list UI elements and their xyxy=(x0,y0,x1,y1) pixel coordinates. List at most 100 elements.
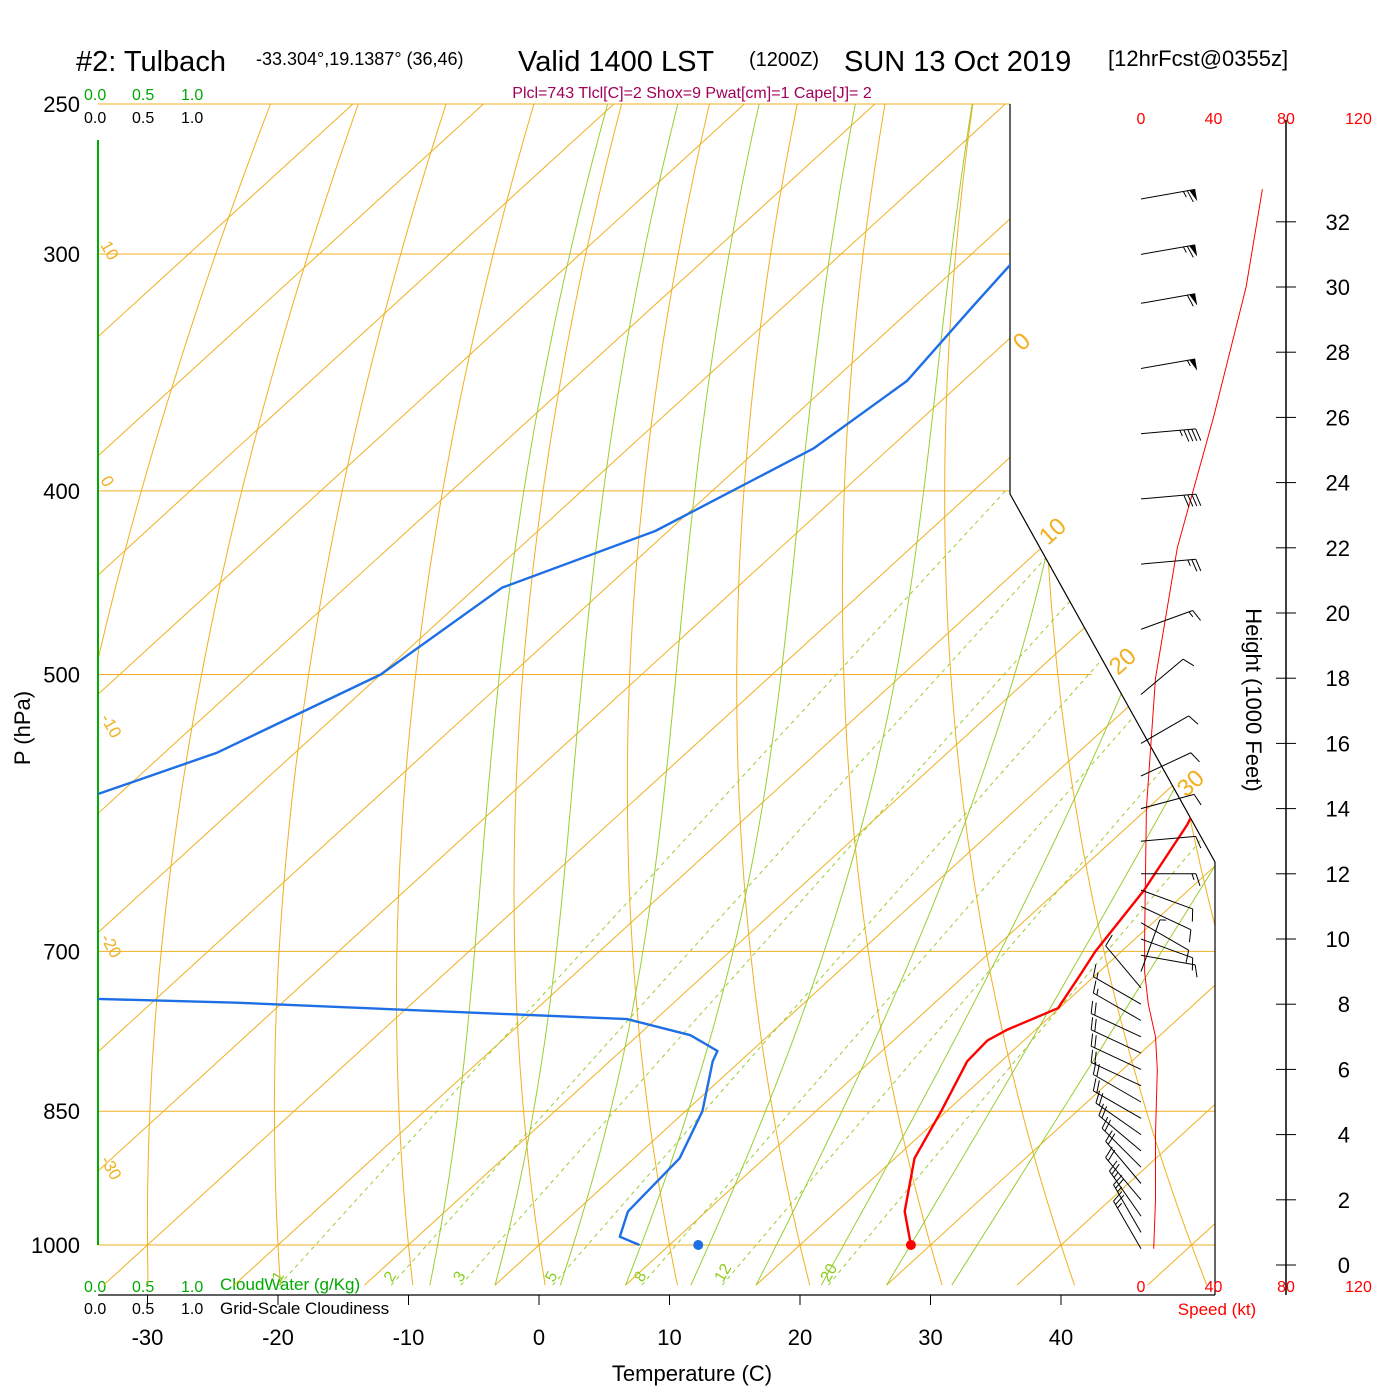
isobar-lines xyxy=(98,103,1215,1246)
wind-barb-flag xyxy=(1115,1194,1125,1205)
wind-barb-flag xyxy=(1194,964,1198,978)
mixing-ratio-line xyxy=(641,490,1215,1286)
chart-title-station: #2: Tulbach xyxy=(76,46,226,78)
stability-indices: Plcl=743 Tlcl[C]=2 Shox=9 Pwat[cm]=1 Cap… xyxy=(512,85,872,102)
dry-adiabat-line xyxy=(841,104,943,1286)
wind-barb xyxy=(1140,905,1192,943)
wind-barb-flag xyxy=(1113,1191,1123,1202)
wind-barb-staff xyxy=(1140,558,1196,565)
cloudiness-scale-0-top: 0.0 xyxy=(84,110,106,127)
wind-barb-staff xyxy=(1140,938,1193,959)
wind-speed-line xyxy=(1144,189,1263,1249)
cloudwater-scale-0-bottom: 0.0 xyxy=(84,1279,106,1296)
wind-barb-staff xyxy=(1093,976,1142,1005)
wind-barb xyxy=(1101,1116,1142,1168)
speed-tick-label-bottom: 120 xyxy=(1345,1279,1372,1296)
cloudwater-scale-1-top: 1.0 xyxy=(181,87,203,104)
wind-barb-half-flag xyxy=(1186,360,1191,367)
temperature-tick-label: 40 xyxy=(1049,1325,1073,1350)
wind-barb xyxy=(1095,1090,1142,1136)
isotherm-line xyxy=(98,104,1137,1286)
wind-barb-staff xyxy=(1105,1141,1142,1184)
wind-barb xyxy=(1141,873,1201,886)
height-tick-label: 18 xyxy=(1326,666,1350,691)
wind-barb-staff xyxy=(1093,992,1142,1021)
height-tick-label: 20 xyxy=(1326,601,1350,626)
wind-barb-half-flag xyxy=(1187,559,1191,567)
mixing-ratio-line xyxy=(721,490,1215,1286)
temperature-tick-label: -20 xyxy=(262,1325,294,1350)
cloudiness-scale-05-top: 0.5 xyxy=(132,110,154,127)
mixing-ratio-line xyxy=(390,490,1108,1286)
speed-tick-label-top: 40 xyxy=(1205,111,1223,128)
isotherm-line xyxy=(886,104,1215,1286)
height-tick-label: 8 xyxy=(1338,992,1350,1017)
wind-barb xyxy=(1098,1103,1142,1152)
isotherm-line xyxy=(103,104,1215,1286)
temperature-tick-label: 20 xyxy=(788,1325,812,1350)
wind-barb-flag xyxy=(1193,794,1202,806)
wind-barb-flag xyxy=(1092,1078,1097,1091)
cloudiness-scale-0-bottom: 0.0 xyxy=(84,1301,106,1318)
temperature-tick-label: 0 xyxy=(533,1325,545,1350)
wind-barb-flag xyxy=(1186,246,1194,258)
cloudwater-label: CloudWater (g/Kg) xyxy=(220,1275,360,1294)
wind-barb-staff xyxy=(1140,493,1196,500)
dry-adiabat-line xyxy=(146,104,371,1286)
temperature-tick-label: 10 xyxy=(657,1325,681,1350)
wind-barb xyxy=(1105,1130,1142,1184)
temperature-tick-label: 30 xyxy=(918,1325,942,1350)
wind-barb xyxy=(1113,1174,1142,1233)
wind-barb xyxy=(1140,954,1198,978)
wind-barb-staff xyxy=(1090,1062,1142,1087)
wind-barb xyxy=(1109,1160,1142,1217)
wind-barb-flag xyxy=(1186,294,1194,307)
pressure-tick-labels: 1000 850 700 500 400 300 250 xyxy=(31,92,80,1258)
moist-adiabat-line xyxy=(951,104,1215,1286)
height-tick-label: 14 xyxy=(1326,797,1350,822)
wind-barb-flag xyxy=(1094,1035,1097,1048)
isotherm-label-left: -10 xyxy=(97,711,126,742)
mixing-ratio-label: 2 xyxy=(381,1269,400,1285)
isotherm-labels: 10 0 -10 -20 -30 0 10 20 30 xyxy=(97,238,1210,1184)
wind-barb xyxy=(1113,1191,1142,1249)
wind-barb-flag xyxy=(1094,1002,1097,1016)
cloudiness-scale-05-bottom: 0.5 xyxy=(132,1301,154,1318)
wind-barb-staff xyxy=(1140,919,1161,972)
wind-barb-half-flag xyxy=(1188,611,1194,618)
wind-barb-staff xyxy=(1140,244,1196,255)
dry-adiabat-line xyxy=(98,104,284,1286)
surface-dewpoint-marker xyxy=(693,1240,704,1250)
wind-barb-flag xyxy=(1107,1133,1116,1145)
height-tick-label: 26 xyxy=(1326,405,1350,430)
wind-barb xyxy=(1140,919,1167,972)
cloudiness-scale-1-top: 1.0 xyxy=(181,110,203,127)
height-tick-label: 16 xyxy=(1326,731,1350,756)
wind-barb xyxy=(1092,964,1142,1005)
wind-barb-flag xyxy=(1191,494,1198,507)
pressure-tick-label: 1000 xyxy=(31,1233,80,1258)
temperature-tick-label: -30 xyxy=(132,1325,164,1350)
wind-barb xyxy=(1140,938,1194,971)
temperature-tick-labels: -30 -20 -10 0 10 20 30 40 xyxy=(132,1295,1073,1350)
chart-title-valid: Valid 1400 LST xyxy=(518,46,714,78)
cloud-scale-top: 0.0 0.5 1.0 0.0 0.5 1.0 xyxy=(84,87,203,127)
wind-barb-flag xyxy=(1191,429,1198,442)
wind-barb-staff xyxy=(1098,1115,1142,1152)
dry-adiabat-line xyxy=(1139,104,1215,1286)
isotherm-line xyxy=(98,104,876,1286)
dry-adiabat-line xyxy=(513,104,632,1286)
wind-barb xyxy=(1140,358,1198,371)
moist-adiabat-line xyxy=(755,104,1117,1286)
wind-barb-staff xyxy=(1101,1127,1142,1168)
dry-adiabat-line xyxy=(273,104,458,1286)
wind-barb-flag xyxy=(1192,610,1201,621)
wind-barb-half-flag xyxy=(1117,1202,1123,1209)
sounding-series xyxy=(98,135,1215,1250)
wind-barb-flag xyxy=(1185,950,1190,963)
wind-barb-half-flag xyxy=(1182,191,1187,198)
wind-barb-flag xyxy=(1183,429,1190,442)
wind-barb xyxy=(1140,752,1200,777)
wind-barb xyxy=(1140,188,1198,203)
